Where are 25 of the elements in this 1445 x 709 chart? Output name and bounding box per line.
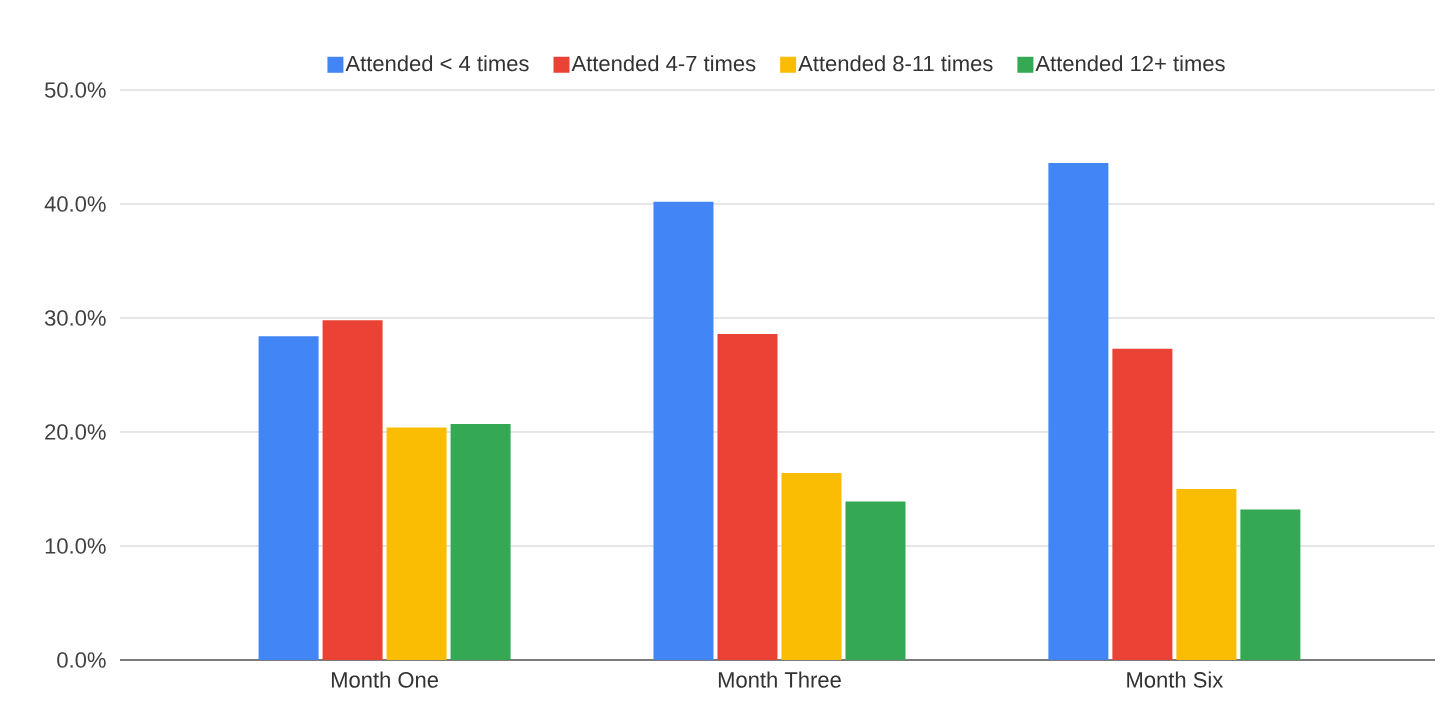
legend-label: Attended < 4 times <box>345 55 529 72</box>
y-tick-label: 0.0% <box>57 652 106 668</box>
legend-label: Attended 4-7 times <box>571 55 756 72</box>
bar <box>1112 348 1173 660</box>
bar <box>1048 162 1109 660</box>
legend-label: Attended 8-11 times <box>798 55 993 72</box>
bar <box>386 427 447 660</box>
y-tick-label: 10.0% <box>45 538 106 554</box>
x-tick-label: Month One <box>331 671 439 688</box>
bar <box>717 333 778 660</box>
legend-label: Attended 12+ times <box>1035 55 1225 72</box>
bar <box>653 201 714 660</box>
bar <box>845 501 906 660</box>
bar <box>1176 488 1237 660</box>
y-tick-label: 50.0% <box>44 82 106 98</box>
y-tick-label: 20.0% <box>45 424 106 440</box>
bar <box>450 424 511 660</box>
bar <box>258 336 319 660</box>
bar <box>781 473 842 660</box>
x-tick-label: Month Six <box>1127 671 1224 688</box>
y-tick-label: 40.0% <box>44 196 106 212</box>
bar <box>322 320 383 660</box>
y-tick-label: 30.0% <box>44 310 106 326</box>
x-tick-label: Month Three <box>718 671 841 688</box>
bar <box>1240 509 1301 660</box>
